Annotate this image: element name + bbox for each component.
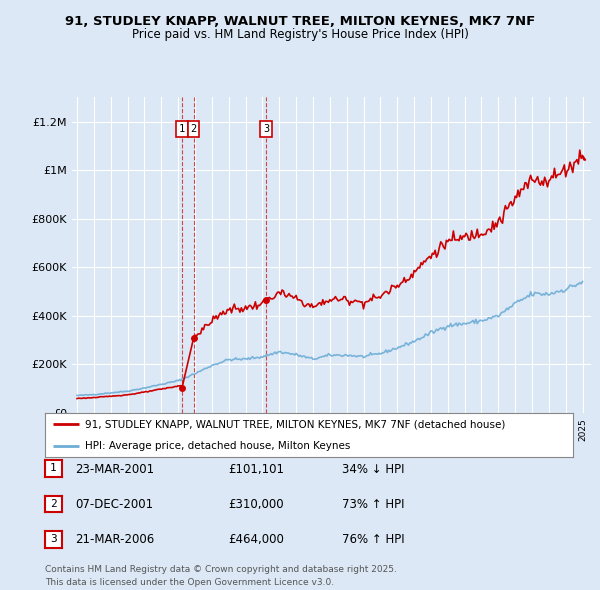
Text: Contains HM Land Registry data © Crown copyright and database right 2025.: Contains HM Land Registry data © Crown c… (45, 565, 397, 574)
Text: 23-MAR-2001: 23-MAR-2001 (75, 463, 154, 476)
Text: 91, STUDLEY KNAPP, WALNUT TREE, MILTON KEYNES, MK7 7NF (detached house): 91, STUDLEY KNAPP, WALNUT TREE, MILTON K… (85, 419, 505, 429)
Text: £101,101: £101,101 (228, 463, 284, 476)
Text: Price paid vs. HM Land Registry's House Price Index (HPI): Price paid vs. HM Land Registry's House … (131, 28, 469, 41)
Text: 1: 1 (50, 464, 57, 473)
Text: £310,000: £310,000 (228, 498, 284, 511)
Text: £464,000: £464,000 (228, 533, 284, 546)
Text: 21-MAR-2006: 21-MAR-2006 (75, 533, 154, 546)
Text: 3: 3 (263, 124, 269, 134)
Text: This data is licensed under the Open Government Licence v3.0.: This data is licensed under the Open Gov… (45, 578, 334, 587)
Text: 3: 3 (50, 535, 57, 544)
Text: 07-DEC-2001: 07-DEC-2001 (75, 498, 153, 511)
Text: 34% ↓ HPI: 34% ↓ HPI (342, 463, 404, 476)
Text: HPI: Average price, detached house, Milton Keynes: HPI: Average price, detached house, Milt… (85, 441, 350, 451)
Text: 2: 2 (191, 124, 197, 134)
Text: 1: 1 (179, 124, 185, 134)
Text: 2: 2 (50, 499, 57, 509)
Text: 76% ↑ HPI: 76% ↑ HPI (342, 533, 404, 546)
Text: 91, STUDLEY KNAPP, WALNUT TREE, MILTON KEYNES, MK7 7NF: 91, STUDLEY KNAPP, WALNUT TREE, MILTON K… (65, 15, 535, 28)
Text: 73% ↑ HPI: 73% ↑ HPI (342, 498, 404, 511)
